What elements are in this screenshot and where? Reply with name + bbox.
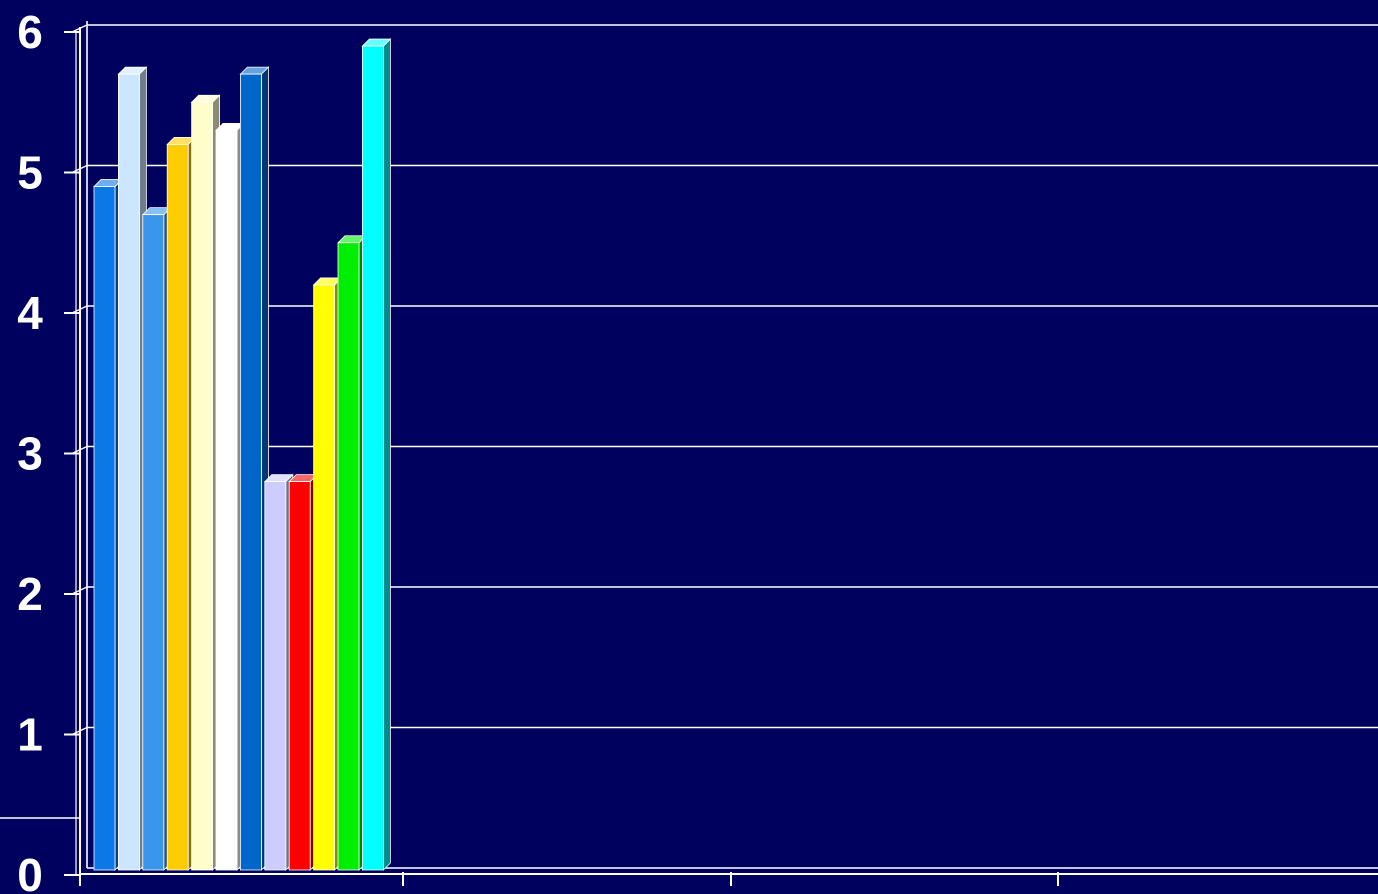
bar	[239, 73, 262, 871]
bar	[191, 101, 214, 871]
bar	[361, 45, 384, 871]
y-tick-label: 4	[17, 287, 43, 339]
bar	[118, 73, 140, 871]
bar	[93, 186, 116, 871]
bar	[166, 143, 189, 871]
bar	[142, 214, 165, 871]
y-tick-label: 5	[17, 147, 43, 199]
y-tick-label: 3	[17, 428, 43, 480]
bar	[264, 481, 287, 871]
bar	[313, 284, 336, 871]
y-tick-label: 0	[17, 849, 43, 894]
bar-side	[382, 38, 391, 871]
bar	[337, 242, 360, 871]
y-tick-label: 2	[17, 568, 43, 620]
bar	[288, 481, 311, 871]
y-tick-label: 1	[17, 709, 43, 761]
y-tick-label: 6	[17, 6, 43, 58]
bar	[215, 129, 238, 871]
